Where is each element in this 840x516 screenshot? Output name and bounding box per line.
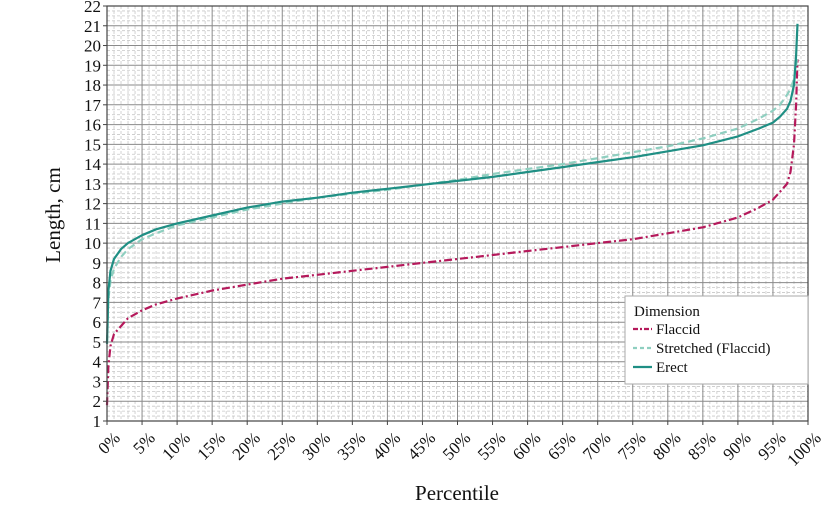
x-axis-title: Percentile bbox=[415, 481, 499, 505]
x-tick-label: 30% bbox=[299, 428, 334, 463]
y-tick-label: 5 bbox=[93, 333, 102, 352]
y-tick-label: 9 bbox=[93, 254, 102, 273]
y-tick-label: 20 bbox=[84, 37, 101, 56]
x-tick-label: 0% bbox=[94, 428, 123, 457]
y-tick-label: 11 bbox=[85, 214, 101, 233]
x-tick-label: 70% bbox=[579, 428, 614, 463]
y-tick-label: 8 bbox=[93, 274, 102, 293]
y-tick-label: 7 bbox=[93, 293, 102, 312]
x-tick-label: 85% bbox=[684, 428, 719, 463]
legend-entry-label: Erect bbox=[656, 360, 688, 376]
x-tick-label: 5% bbox=[129, 428, 158, 457]
y-tick-label: 12 bbox=[84, 195, 101, 214]
x-tick-label: 60% bbox=[509, 428, 544, 463]
x-tick-label: 15% bbox=[194, 428, 229, 463]
x-axis-ticks: 0% 5% 10% 15% 20% 25% 30% 35% 40% 45% 50% 55% 60% 65%… bbox=[94, 421, 825, 470]
x-tick-label: 65% bbox=[544, 428, 579, 463]
y-tick-label: 19 bbox=[84, 56, 101, 75]
x-tick-label: 10% bbox=[158, 428, 193, 463]
y-tick-label: 22 bbox=[84, 0, 101, 16]
x-tick-label: 20% bbox=[229, 428, 264, 463]
legend-entry-label: Flaccid bbox=[656, 322, 701, 338]
legend-title: Dimension bbox=[634, 304, 700, 320]
x-tick-label: 90% bbox=[719, 428, 754, 463]
y-tick-label: 14 bbox=[84, 155, 102, 174]
y-tick-label: 10 bbox=[84, 234, 101, 253]
legend: Dimension Flaccid Stretched (Flaccid) Erec… bbox=[624, 295, 809, 385]
x-tick-label: 35% bbox=[334, 428, 369, 463]
y-tick-label: 15 bbox=[84, 135, 101, 154]
y-tick-label: 1 bbox=[93, 412, 102, 431]
y-tick-label: 4 bbox=[93, 353, 102, 372]
y-tick-label: 13 bbox=[84, 175, 101, 194]
legend-entry-label: Stretched (Flaccid) bbox=[656, 341, 771, 357]
y-tick-label: 17 bbox=[84, 96, 102, 115]
x-tick-label: 40% bbox=[369, 428, 404, 463]
x-tick-label: 75% bbox=[614, 428, 649, 463]
series-lines bbox=[105, 23, 799, 406]
x-tick-label: 80% bbox=[649, 428, 684, 463]
y-tick-label: 16 bbox=[84, 116, 101, 135]
y-tick-label: 18 bbox=[84, 76, 101, 95]
x-tick-label: 50% bbox=[439, 428, 474, 463]
y-tick-label: 2 bbox=[93, 392, 102, 411]
x-tick-label: 25% bbox=[264, 428, 299, 463]
y-tick-label: 3 bbox=[93, 372, 102, 391]
x-tick-label: 45% bbox=[404, 428, 439, 463]
legend-box bbox=[624, 295, 809, 385]
series-line-2 bbox=[105, 23, 799, 344]
y-tick-label: 21 bbox=[84, 17, 101, 36]
y-tick-label: 6 bbox=[93, 313, 102, 332]
y-axis-title: Length, cm bbox=[41, 167, 65, 263]
x-tick-label: 100% bbox=[783, 428, 824, 469]
series-line-0 bbox=[105, 59, 799, 406]
series-line-1 bbox=[105, 55, 799, 343]
x-tick-label: 55% bbox=[474, 428, 509, 463]
